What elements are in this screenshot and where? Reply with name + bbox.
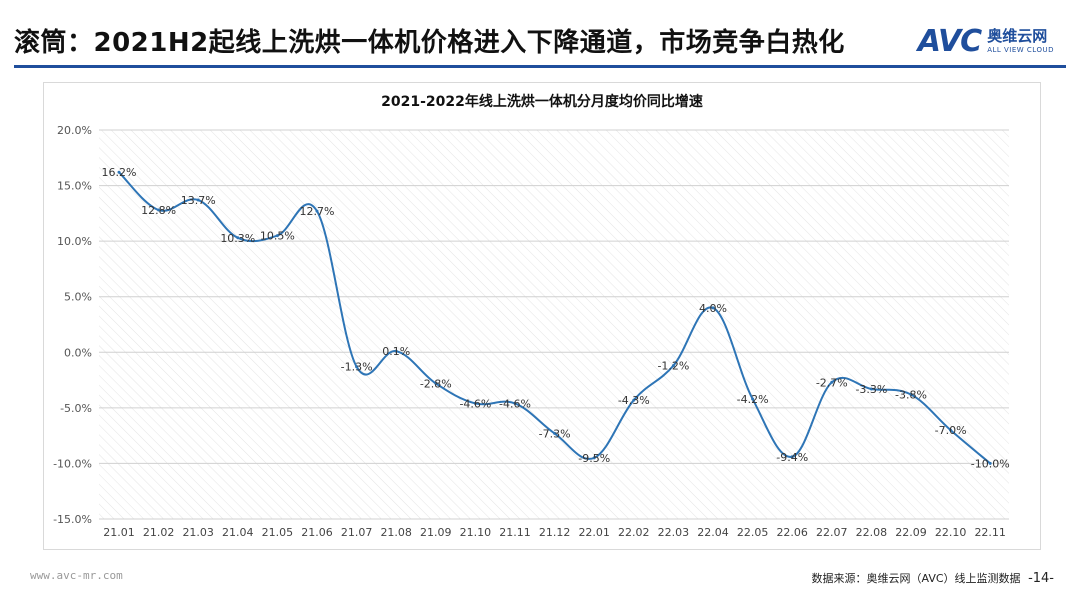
page-number: -14- — [1028, 571, 1054, 586]
data-point — [869, 387, 873, 391]
data-label: 4.0% — [699, 302, 727, 315]
x-tick-label: 22.09 — [895, 526, 927, 539]
avc-logo: AVC 奥维云网 ALL VIEW CLOUD — [918, 24, 1054, 59]
data-point — [592, 456, 596, 460]
x-tick-label: 22.04 — [697, 526, 729, 539]
data-point — [236, 236, 240, 240]
y-tick-label: -15.0% — [53, 513, 92, 526]
data-point — [513, 401, 517, 405]
data-point — [671, 364, 675, 368]
x-tick-label: 21.01 — [103, 526, 135, 539]
source-text: 数据来源：奥维云网（AVC）线上监测数据 — [811, 572, 1021, 585]
data-label: -1.3% — [341, 361, 373, 374]
x-tick-label: 22.07 — [816, 526, 848, 539]
footer-source: 数据来源：奥维云网（AVC）线上监测数据 -14- — [812, 570, 1054, 586]
data-point — [711, 306, 715, 310]
x-tick-label: 22.08 — [856, 526, 888, 539]
y-tick-label: -5.0% — [60, 402, 92, 415]
x-tick-label: 21.10 — [460, 526, 492, 539]
y-tick-label: 0.0% — [64, 346, 92, 359]
data-label: -9.4% — [776, 451, 808, 464]
line-chart: 2021-2022年线上洗烘一体机分月度均价同比增速 20.0% 15.0% 10.… — [53, 93, 1010, 539]
x-tick-label: 22.02 — [618, 526, 650, 539]
data-point — [434, 381, 438, 385]
data-point — [751, 397, 755, 401]
x-tick-label: 22.06 — [776, 526, 808, 539]
x-tick-label: 21.04 — [222, 526, 254, 539]
data-label: 0.1% — [382, 345, 410, 358]
x-tick-label: 21.03 — [182, 526, 214, 539]
data-label: -2.7% — [816, 376, 848, 389]
y-tick-label: 5.0% — [64, 291, 92, 304]
data-label: 16.2% — [102, 166, 137, 179]
data-label: -3.8% — [895, 389, 927, 402]
x-tick-label: 21.07 — [341, 526, 373, 539]
y-tick-label: 10.0% — [57, 235, 92, 248]
data-point — [196, 198, 200, 202]
data-point — [117, 170, 121, 174]
x-tick-label: 22.11 — [974, 526, 1006, 539]
data-point — [909, 393, 913, 397]
data-label: 13.7% — [181, 194, 216, 207]
data-label: -4.6% — [499, 397, 531, 410]
footer-url: www.avc-mr.com — [30, 569, 123, 582]
x-tick-label: 21.12 — [539, 526, 571, 539]
data-label: 12.7% — [300, 205, 335, 218]
x-tick-label: 22.05 — [737, 526, 769, 539]
data-label: -4.2% — [737, 393, 769, 406]
data-label: -10.0% — [971, 457, 1010, 470]
data-point — [949, 428, 953, 432]
data-label: -7.0% — [935, 424, 967, 437]
data-point — [275, 234, 279, 238]
data-label: 10.5% — [260, 230, 295, 243]
data-point — [988, 461, 992, 465]
header-divider — [14, 65, 1066, 68]
x-tick-label: 21.06 — [301, 526, 333, 539]
x-tick-label: 21.05 — [262, 526, 294, 539]
y-tick-label: -10.0% — [53, 457, 92, 470]
data-point — [790, 455, 794, 459]
data-point — [394, 349, 398, 353]
data-point — [355, 365, 359, 369]
data-point — [315, 209, 319, 213]
data-label: -4.6% — [459, 397, 491, 410]
y-tick-label: 20.0% — [57, 124, 92, 137]
data-point — [473, 401, 477, 405]
chart-container: 2021-2022年线上洗烘一体机分月度均价同比增速 20.0% 15.0% 10.… — [43, 82, 1041, 550]
logo-cn: 奥维云网 — [987, 27, 1048, 45]
data-point — [632, 398, 636, 402]
data-point — [830, 380, 834, 384]
data-label: 10.3% — [220, 232, 255, 245]
data-point — [553, 431, 557, 435]
chart-title: 2021-2022年线上洗烘一体机分月度均价同比增速 — [381, 93, 703, 110]
x-tick-label: 21.02 — [143, 526, 175, 539]
data-label: -7.3% — [539, 427, 571, 440]
slide-title: 滚筒：2021H2起线上洗烘一体机价格进入下降通道，市场竞争白热化 — [14, 28, 845, 58]
logo-mark: AVC — [917, 24, 982, 59]
y-tick-label: 15.0% — [57, 180, 92, 193]
x-tick-label: 22.03 — [658, 526, 690, 539]
x-tick-label: 21.11 — [499, 526, 531, 539]
logo-text: 奥维云网 ALL VIEW CLOUD — [987, 29, 1054, 54]
x-tick-label: 22.10 — [935, 526, 967, 539]
data-label: -9.5% — [578, 452, 610, 465]
x-tick-label: 22.01 — [578, 526, 610, 539]
data-label: -3.3% — [855, 383, 887, 396]
data-label: 12.8% — [141, 204, 176, 217]
x-tick-label: 21.09 — [420, 526, 452, 539]
data-label: -1.2% — [657, 360, 689, 373]
x-tick-label: 21.08 — [380, 526, 412, 539]
data-label: -2.8% — [420, 377, 452, 390]
data-point — [157, 208, 161, 212]
plot-area — [99, 130, 1009, 519]
data-label: -4.3% — [618, 394, 650, 407]
logo-en: ALL VIEW CLOUD — [987, 46, 1054, 54]
